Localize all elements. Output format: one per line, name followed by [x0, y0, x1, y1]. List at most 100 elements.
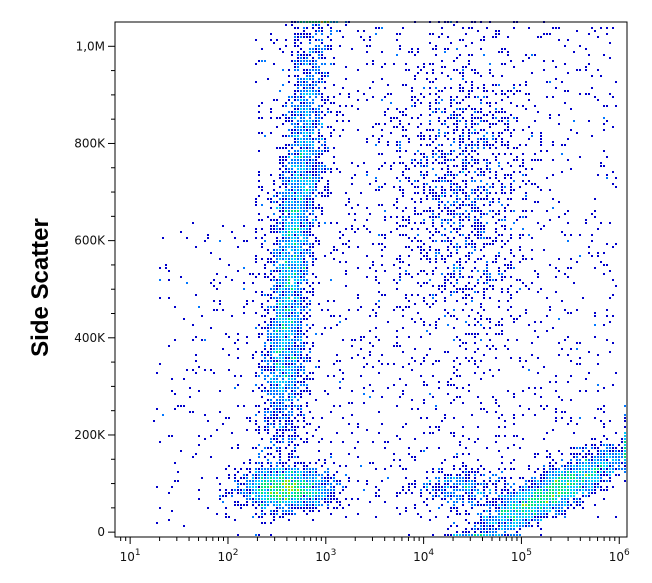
density-dot: [333, 96, 335, 98]
density-dot: [489, 285, 491, 287]
density-dot: [366, 138, 368, 140]
density-dot: [426, 282, 428, 284]
density-dot: [366, 363, 368, 365]
density-dot: [534, 483, 536, 485]
density-dot: [267, 351, 269, 353]
density-dot: [288, 507, 290, 509]
density-dot: [321, 210, 323, 212]
density-dot: [273, 483, 275, 485]
density-dot: [606, 468, 608, 470]
density-dot: [558, 474, 560, 476]
density-dot: [315, 114, 317, 116]
density-dot: [405, 234, 407, 236]
density-dot: [546, 498, 548, 500]
density-dot: [276, 513, 278, 515]
density-dot: [246, 474, 248, 476]
density-dot: [327, 186, 329, 188]
density-dot: [324, 147, 326, 149]
density-dot: [489, 279, 491, 281]
density-dot: [294, 369, 296, 371]
density-dot: [546, 516, 548, 518]
density-dot: [273, 63, 275, 65]
density-dot: [294, 306, 296, 308]
density-dot: [501, 111, 503, 113]
density-dot: [255, 201, 257, 203]
density-dot: [492, 183, 494, 185]
density-dot: [300, 324, 302, 326]
density-dot: [309, 87, 311, 89]
density-dot: [294, 327, 296, 329]
density-dot: [309, 141, 311, 143]
density-dot: [594, 468, 596, 470]
density-dot: [276, 375, 278, 377]
density-dot: [288, 225, 290, 227]
density-dot: [363, 393, 365, 395]
density-dot: [429, 231, 431, 233]
density-dot: [276, 411, 278, 413]
density-dot: [474, 201, 476, 203]
density-dot: [468, 93, 470, 95]
density-dot: [348, 96, 350, 98]
density-dot: [435, 45, 437, 47]
density-dot: [498, 300, 500, 302]
density-dot: [396, 342, 398, 344]
density-dot: [441, 273, 443, 275]
density-dot: [570, 348, 572, 350]
density-dot: [321, 171, 323, 173]
density-dot: [408, 180, 410, 182]
density-dot: [534, 495, 536, 497]
density-dot: [303, 102, 305, 104]
density-dot: [285, 426, 287, 428]
density-dot: [534, 486, 536, 488]
density-dot: [258, 516, 260, 518]
density-dot: [426, 471, 428, 473]
density-dot: [597, 462, 599, 464]
density-dot: [453, 366, 455, 368]
density-dot: [552, 459, 554, 461]
density-dot: [594, 486, 596, 488]
density-dot: [348, 120, 350, 122]
density-dot: [390, 216, 392, 218]
density-dot: [426, 159, 428, 161]
density-dot: [603, 450, 605, 452]
density-dot: [297, 357, 299, 359]
density-dot: [546, 450, 548, 452]
density-dot: [543, 477, 545, 479]
density-dot: [483, 204, 485, 206]
density-dot: [513, 501, 515, 503]
density-dot: [282, 201, 284, 203]
density-dot: [282, 339, 284, 341]
density-dot: [501, 132, 503, 134]
density-dot: [327, 45, 329, 47]
density-dot: [468, 237, 470, 239]
density-dot: [510, 132, 512, 134]
density-dot: [285, 246, 287, 248]
density-dot: [282, 288, 284, 290]
density-dot: [279, 408, 281, 410]
density-dot: [474, 222, 476, 224]
density-dot: [459, 513, 461, 515]
density-dot: [588, 477, 590, 479]
density-dot: [585, 48, 587, 50]
density-dot: [573, 447, 575, 449]
density-dot: [312, 324, 314, 326]
density-dot: [504, 216, 506, 218]
density-dot: [297, 498, 299, 500]
density-dot: [462, 141, 464, 143]
density-dot: [315, 72, 317, 74]
density-dot: [450, 159, 452, 161]
density-dot: [381, 27, 383, 29]
density-dot: [303, 93, 305, 95]
density-dot: [303, 111, 305, 113]
density-dot: [291, 159, 293, 161]
density-dot: [444, 204, 446, 206]
density-dot: [495, 159, 497, 161]
density-dot: [546, 210, 548, 212]
density-dot: [441, 240, 443, 242]
density-dot: [306, 54, 308, 56]
density-dot: [282, 114, 284, 116]
density-dot: [483, 171, 485, 173]
density-dot: [513, 87, 515, 89]
density-dot: [297, 135, 299, 137]
density-dot: [483, 273, 485, 275]
